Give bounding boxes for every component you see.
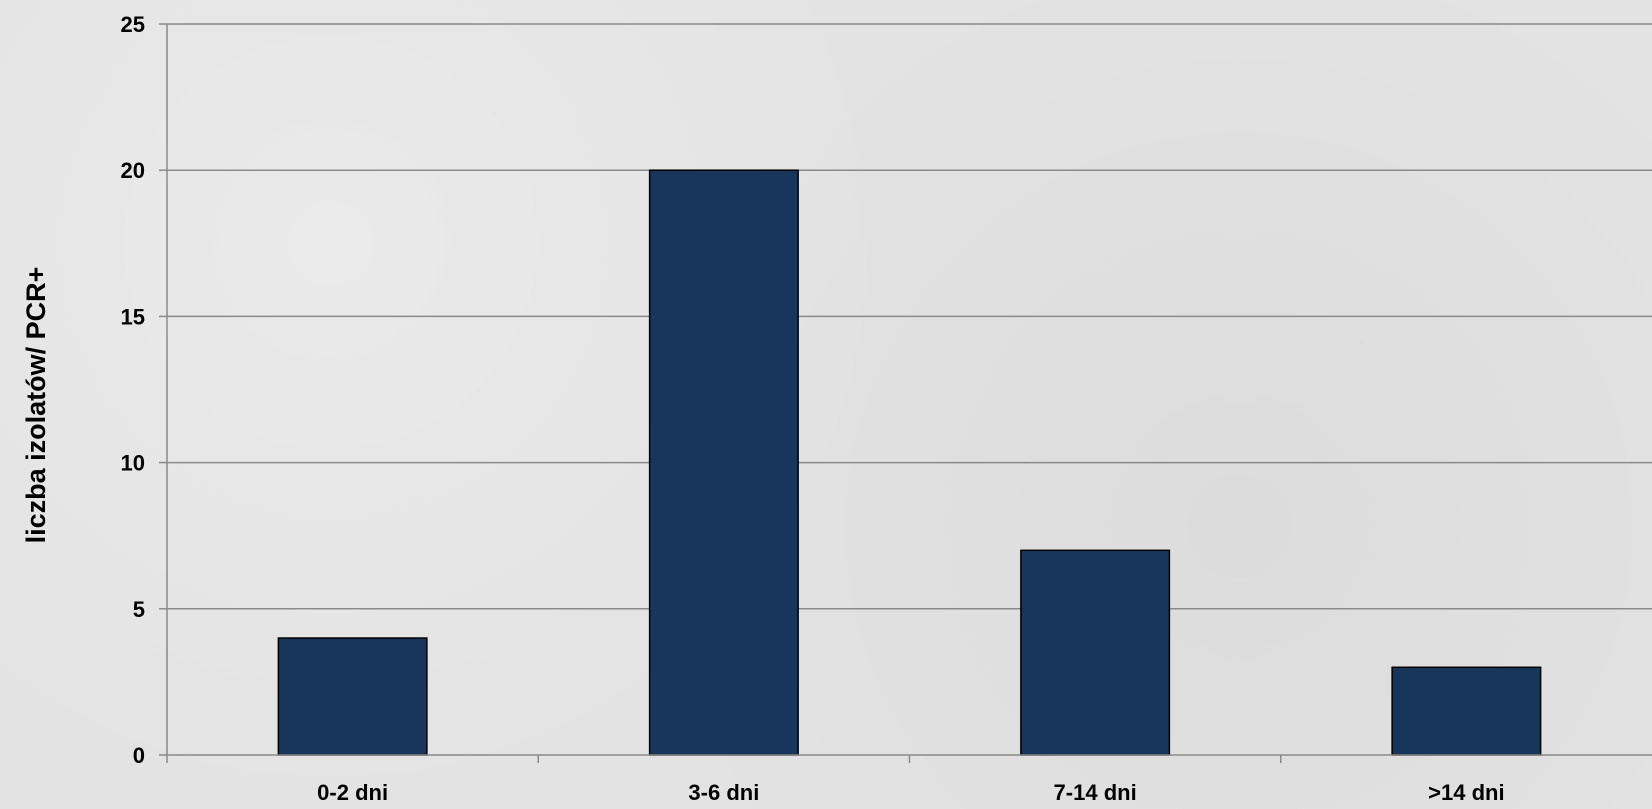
bar-1 [277, 637, 428, 756]
y-tick-label: 15 [121, 304, 145, 329]
y-axis-title: liczba izolatów/ PCR+ [21, 267, 51, 544]
bars [277, 169, 1542, 756]
y-tick-label: 5 [133, 597, 145, 622]
gridlines [167, 23, 1652, 610]
bar-3 [1020, 549, 1171, 756]
x-tick-label: 7-14 dni [1054, 780, 1137, 805]
x-tick-labels: 0-2 dni 3-6 dni 7-14 dni >14 dni [317, 780, 1504, 805]
y-tick-label: 10 [121, 451, 145, 476]
y-tick-label: 25 [121, 12, 145, 37]
y-tick-label: 0 [133, 743, 145, 768]
bar-2 [648, 169, 799, 756]
x-tick-label: >14 dni [1428, 780, 1504, 805]
axes [159, 23, 1652, 763]
bar-4 [1391, 666, 1542, 756]
y-tick-label: 20 [121, 158, 145, 183]
y-tick-labels: 0 5 10 15 20 25 [121, 12, 145, 768]
x-tick-label: 3-6 dni [688, 780, 759, 805]
x-tick-label: 0-2 dni [317, 780, 388, 805]
